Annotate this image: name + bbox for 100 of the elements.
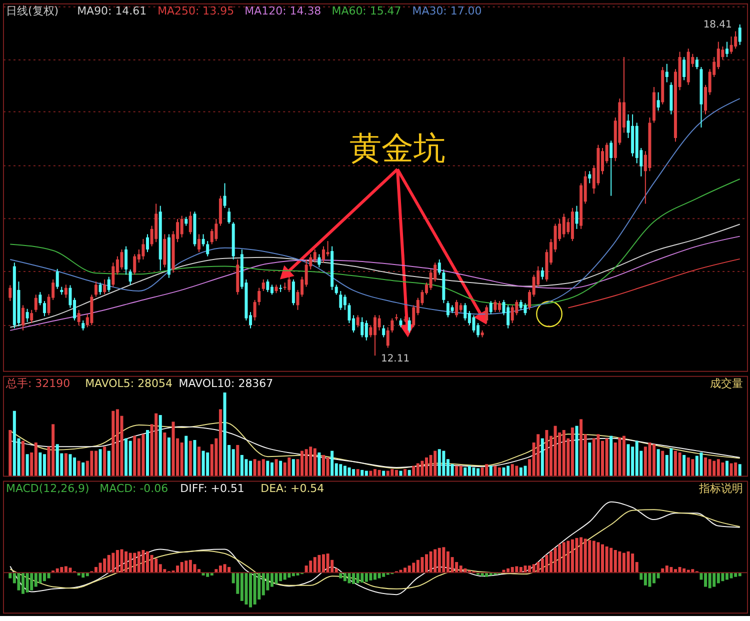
bar — [596, 434, 600, 476]
bar — [588, 442, 592, 476]
bar — [180, 562, 184, 573]
candlestick — [64, 284, 68, 298]
bar — [176, 566, 180, 573]
candlestick — [292, 278, 295, 306]
annotation: 18.41 — [703, 19, 732, 30]
bar — [532, 564, 536, 573]
bar — [498, 467, 501, 476]
bar — [390, 469, 394, 476]
candlestick — [738, 24, 742, 46]
bar — [47, 572, 50, 578]
chart-title: 日线(复权) — [6, 4, 59, 18]
candlestick — [82, 320, 85, 331]
candlestick — [524, 302, 527, 316]
bar — [98, 449, 102, 476]
bar — [339, 572, 342, 578]
candlestick — [588, 170, 592, 184]
bar — [614, 550, 617, 573]
bar — [133, 552, 136, 573]
candlestick — [180, 215, 184, 238]
candlestick — [223, 182, 226, 208]
bar — [605, 546, 608, 573]
bar — [112, 410, 115, 476]
text: MAVOL5: 28054 — [85, 376, 172, 390]
candlestick — [334, 284, 338, 296]
text: 指标说明 — [698, 482, 744, 495]
annotation: 12.11 — [380, 354, 410, 365]
bar — [193, 440, 196, 476]
candlestick — [455, 299, 458, 318]
bar — [524, 566, 527, 573]
bar — [369, 470, 372, 476]
bar — [369, 572, 372, 580]
candlestick — [695, 56, 698, 70]
chart-title: MACD(12,26,9) — [6, 482, 90, 495]
bar — [626, 444, 630, 476]
bar — [223, 392, 226, 476]
bar — [618, 551, 622, 573]
bar — [708, 459, 712, 476]
bar — [253, 459, 256, 476]
candlestick — [8, 284, 12, 302]
bar — [180, 442, 184, 476]
candlestick — [128, 268, 132, 286]
bar — [416, 463, 420, 476]
bar — [142, 434, 145, 476]
bar — [26, 572, 29, 592]
bar — [116, 409, 119, 476]
bar — [429, 551, 432, 573]
candlestick — [133, 254, 136, 276]
candlestick — [262, 278, 265, 292]
bar — [635, 440, 638, 476]
candlestick — [485, 304, 488, 324]
bar — [128, 552, 132, 573]
bar — [8, 430, 12, 476]
bar — [167, 437, 170, 476]
bar — [540, 438, 544, 476]
bar — [253, 572, 256, 604]
bar — [686, 457, 690, 476]
candlestick — [540, 266, 544, 280]
text: DIFF: +0.51 — [180, 482, 244, 495]
candlestick — [266, 278, 270, 293]
bar — [313, 448, 316, 476]
bar — [26, 454, 29, 476]
bar — [592, 540, 596, 573]
bar — [94, 450, 98, 476]
candlestick — [464, 302, 467, 321]
candlestick — [364, 320, 368, 341]
bar — [30, 572, 34, 590]
bar — [218, 409, 222, 476]
bar — [618, 437, 622, 476]
bar — [399, 470, 402, 476]
bar — [570, 539, 574, 573]
bar — [206, 452, 210, 476]
bar — [244, 572, 248, 604]
bar — [56, 444, 59, 476]
bar — [52, 424, 55, 476]
candlestick — [682, 56, 686, 81]
bar — [536, 434, 540, 476]
candlestick — [313, 248, 316, 264]
chart-subtitle: MACD: -0.06 — [100, 482, 168, 495]
candlestick — [283, 282, 286, 290]
bar — [588, 540, 592, 573]
bar — [570, 428, 574, 476]
bar — [22, 440, 25, 476]
candlestick — [146, 234, 149, 253]
candlestick — [390, 318, 394, 334]
bar — [283, 572, 286, 580]
bar — [364, 572, 368, 582]
candlestick — [258, 287, 261, 306]
bar — [691, 459, 694, 476]
bar — [116, 550, 119, 573]
bar — [730, 572, 733, 578]
bar — [266, 460, 270, 476]
bar — [137, 551, 140, 573]
bar — [262, 572, 265, 596]
bar — [580, 419, 583, 476]
candlestick — [98, 282, 102, 296]
bar — [17, 572, 20, 590]
candlestick — [356, 314, 360, 328]
bar — [468, 466, 471, 476]
